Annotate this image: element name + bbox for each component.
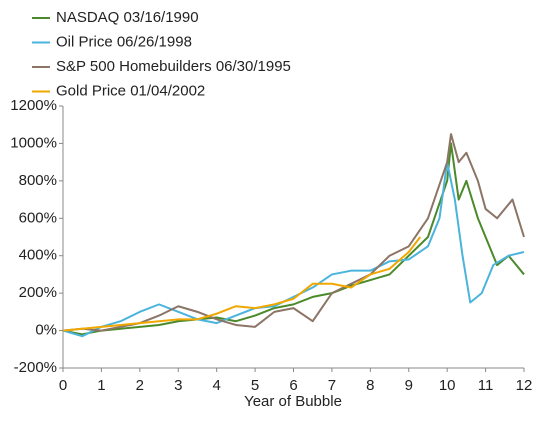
y-tick-label: 1200% (10, 97, 57, 114)
x-tick-label: 4 (212, 377, 220, 394)
x-tick-label: 0 (59, 377, 67, 394)
series-line (62, 236, 422, 332)
x-tick-label: 6 (289, 377, 297, 394)
x-tick-label: 1 (97, 377, 105, 394)
y-tick-label: 400% (19, 247, 57, 264)
y-tick-label: 800% (19, 172, 57, 189)
x-tick-label: 2 (136, 377, 144, 394)
x-tick-label: 5 (251, 377, 259, 394)
x-tick-label: 8 (366, 377, 374, 394)
series-line (62, 142, 525, 336)
legend-label: S&P 500 Homebuilders 06/30/1995 (56, 58, 291, 75)
x-tick-label: 7 (328, 377, 336, 394)
legend-label: Oil Price 06/26/1998 (56, 33, 192, 50)
x-tick-label: 12 (516, 377, 533, 394)
series-line (62, 161, 525, 338)
series-line (62, 133, 525, 332)
y-tick-label: 200% (19, 284, 57, 301)
x-tick-label: 9 (405, 377, 413, 394)
x-tick-label: 11 (478, 377, 494, 394)
x-axis-label: Year of Bubble (244, 393, 342, 410)
x-tick-label: 10 (439, 377, 456, 394)
x-tick-label: 3 (174, 377, 182, 394)
legend-label: Gold Price 01/04/2002 (56, 82, 205, 99)
legend-label: NASDAQ 03/16/1990 (56, 9, 199, 26)
y-tick-label: 1000% (10, 134, 57, 151)
y-tick-label: 0% (35, 322, 57, 339)
y-tick-label: 600% (19, 209, 57, 226)
y-tick-label: -200% (14, 359, 57, 376)
